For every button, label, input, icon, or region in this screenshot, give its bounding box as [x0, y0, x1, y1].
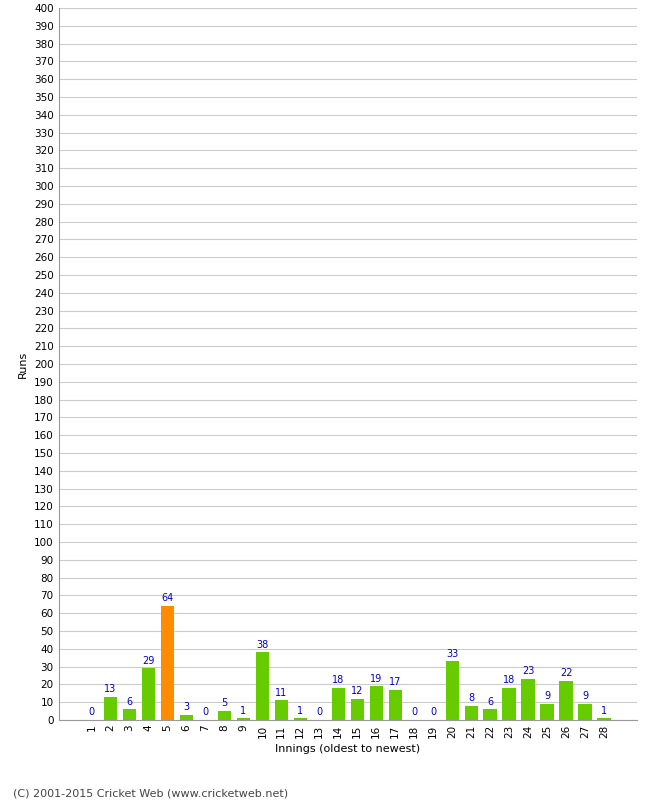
Bar [540, 704, 554, 720]
Bar [123, 710, 136, 720]
Text: 33: 33 [446, 649, 458, 658]
Bar [237, 718, 250, 720]
Text: 17: 17 [389, 677, 402, 687]
Text: 5: 5 [221, 698, 228, 709]
Bar [484, 710, 497, 720]
Bar [294, 718, 307, 720]
Text: 12: 12 [351, 686, 363, 696]
Bar [332, 688, 345, 720]
Bar [578, 704, 592, 720]
Text: 1: 1 [297, 706, 304, 715]
Text: 6: 6 [487, 697, 493, 706]
Bar [502, 688, 516, 720]
Text: 29: 29 [142, 656, 155, 666]
Text: 22: 22 [560, 668, 573, 678]
Text: 23: 23 [522, 666, 534, 676]
Text: 19: 19 [370, 674, 382, 683]
Text: 11: 11 [275, 688, 287, 698]
Text: 0: 0 [316, 707, 322, 718]
Y-axis label: Runs: Runs [18, 350, 29, 378]
Text: 9: 9 [582, 691, 588, 702]
Text: 3: 3 [183, 702, 189, 712]
Bar [161, 606, 174, 720]
X-axis label: Innings (oldest to newest): Innings (oldest to newest) [275, 744, 421, 754]
Text: 0: 0 [411, 707, 417, 718]
Text: 8: 8 [468, 693, 474, 703]
Bar [255, 652, 269, 720]
Text: 38: 38 [256, 640, 268, 650]
Text: (C) 2001-2015 Cricket Web (www.cricketweb.net): (C) 2001-2015 Cricket Web (www.cricketwe… [13, 788, 288, 798]
Text: 6: 6 [126, 697, 133, 706]
Bar [218, 711, 231, 720]
Text: 0: 0 [430, 707, 436, 718]
Bar [521, 679, 535, 720]
Bar [389, 690, 402, 720]
Bar [597, 718, 611, 720]
Text: 1: 1 [601, 706, 607, 715]
Text: 9: 9 [544, 691, 550, 702]
Bar [465, 706, 478, 720]
Bar [104, 697, 117, 720]
Text: 1: 1 [240, 706, 246, 715]
Text: 0: 0 [202, 707, 209, 718]
Text: 18: 18 [503, 675, 515, 686]
Bar [370, 686, 383, 720]
Text: 18: 18 [332, 675, 345, 686]
Bar [275, 701, 288, 720]
Text: 0: 0 [88, 707, 94, 718]
Text: 64: 64 [161, 594, 174, 603]
Bar [445, 662, 459, 720]
Bar [350, 698, 364, 720]
Bar [179, 714, 193, 720]
Text: 13: 13 [104, 684, 116, 694]
Bar [560, 681, 573, 720]
Bar [142, 668, 155, 720]
